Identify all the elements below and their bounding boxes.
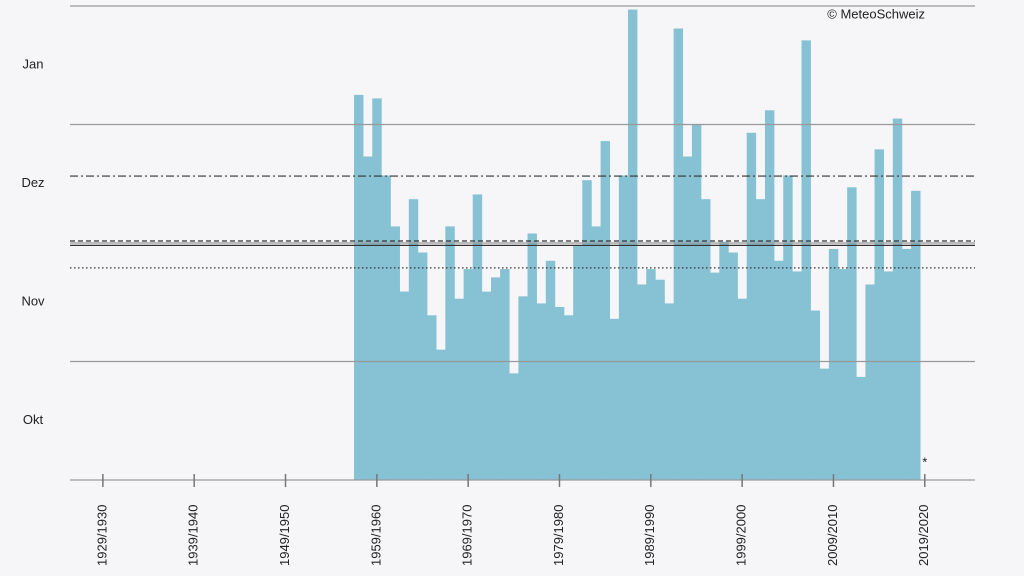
bar — [545, 260, 556, 480]
bar — [363, 156, 373, 480]
bar — [865, 284, 875, 480]
x-tick-label: 1959/1960 — [368, 505, 383, 566]
bar — [883, 271, 894, 480]
x-tick-label: 1929/1930 — [94, 505, 109, 566]
bar — [609, 318, 620, 480]
bar — [637, 284, 647, 480]
bar — [701, 199, 711, 480]
bar — [518, 296, 528, 480]
bar — [582, 180, 592, 480]
bar — [655, 279, 665, 480]
bar — [673, 28, 684, 480]
bar — [463, 269, 474, 480]
credit: © MeteoSchweiz — [827, 6, 925, 21]
bar — [527, 233, 537, 480]
bar — [417, 252, 428, 480]
y-tick-label: Okt — [23, 412, 44, 427]
bar — [427, 315, 437, 480]
bar — [509, 373, 519, 480]
bar — [554, 306, 565, 480]
bar — [536, 303, 547, 480]
bar — [755, 199, 766, 480]
bar — [774, 260, 784, 480]
bar — [354, 94, 364, 480]
bar — [764, 110, 775, 480]
bar — [372, 98, 382, 481]
y-tick-label: Dez — [21, 175, 44, 190]
bar — [847, 187, 857, 480]
bar — [892, 118, 903, 480]
x-tick-label: 1979/1980 — [551, 505, 566, 566]
bar — [445, 226, 455, 480]
y-tick-label: Jan — [23, 57, 44, 72]
bar — [436, 349, 446, 480]
bar — [728, 252, 738, 480]
bar — [646, 269, 656, 480]
bar — [399, 291, 410, 480]
bar — [746, 132, 757, 481]
bar — [838, 269, 848, 480]
x-tick-label: 1999/2000 — [734, 505, 749, 566]
bar — [618, 175, 629, 480]
bar — [901, 248, 912, 480]
bar — [600, 141, 611, 480]
bar — [874, 149, 884, 480]
bar — [911, 190, 921, 481]
bar — [801, 40, 811, 481]
bar — [573, 245, 583, 480]
bar — [564, 315, 574, 480]
bar — [664, 303, 674, 480]
x-tick-label: 1989/1990 — [642, 505, 657, 566]
x-tick-label: 2019/2020 — [916, 505, 931, 566]
bar — [819, 368, 830, 480]
x-tick-label: 1969/1970 — [460, 505, 475, 566]
bar — [472, 194, 483, 481]
bar — [810, 310, 821, 480]
x-tick-label: 1939/1940 — [186, 505, 201, 566]
y-tick-label: Nov — [21, 294, 45, 309]
bar — [828, 248, 839, 480]
bar — [390, 226, 400, 480]
bar — [792, 271, 802, 480]
bar — [454, 298, 464, 480]
bar — [783, 175, 793, 480]
bar — [737, 298, 747, 480]
bar — [591, 226, 601, 480]
bar — [500, 269, 510, 480]
bar — [710, 272, 720, 480]
bar — [481, 291, 492, 480]
x-tick-label: 2009/2010 — [825, 505, 840, 566]
bar — [691, 124, 702, 480]
bar — [856, 376, 866, 480]
x-tick-label: 1949/1950 — [277, 505, 292, 566]
bar — [381, 175, 391, 480]
bar — [490, 277, 501, 480]
bar — [682, 156, 693, 480]
footnote-mark: * — [922, 454, 927, 469]
bar — [408, 199, 419, 480]
